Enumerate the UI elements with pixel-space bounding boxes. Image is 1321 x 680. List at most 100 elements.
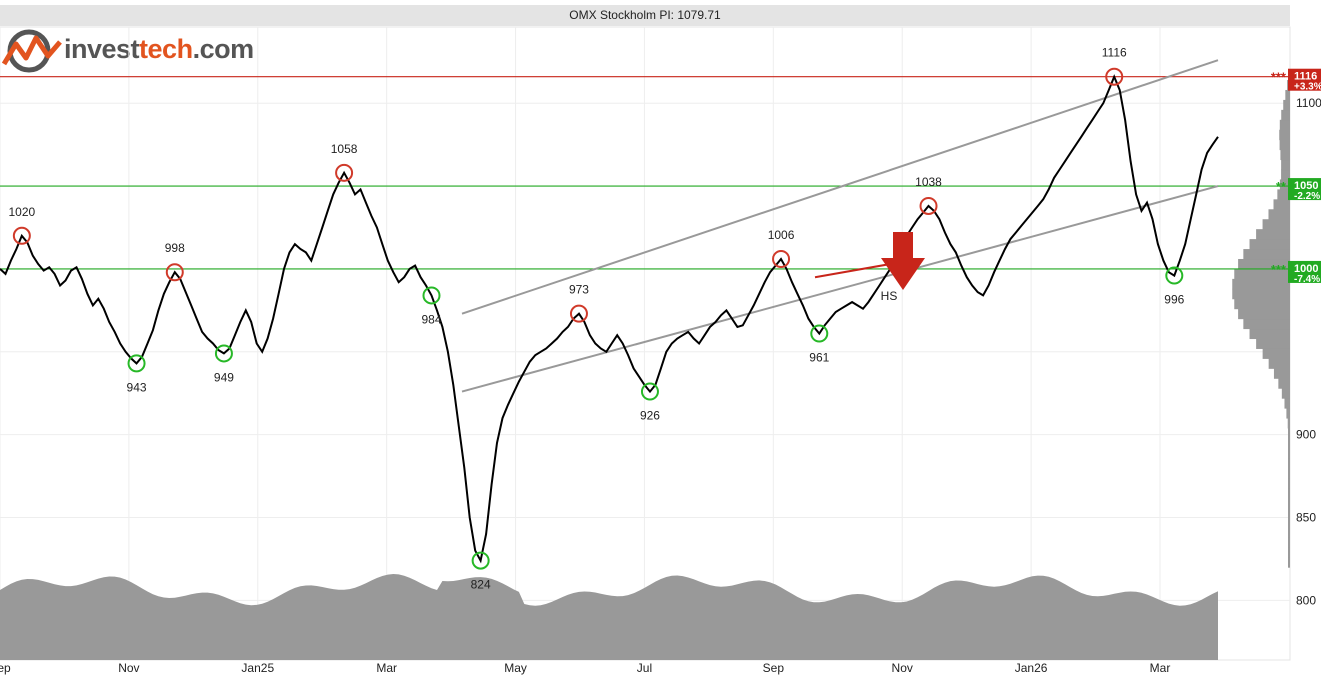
- channel-upper: [461, 59, 1219, 315]
- profile-bar: [1284, 398, 1290, 409]
- profile-bar: [1273, 199, 1290, 210]
- pivot-top-marker: [165, 263, 184, 282]
- profile-bar: [1249, 239, 1290, 250]
- level-stars: ***: [1271, 70, 1287, 85]
- level-value: 1050: [1294, 180, 1318, 192]
- pivot-label: 996: [1164, 293, 1184, 307]
- profile-bar: [1256, 229, 1290, 240]
- axes: 1100 900 850 800 Sep Nov Jan25 Mar May Jul Sep Nov J…: [0, 96, 1321, 675]
- pivot-label: 1038: [915, 175, 942, 189]
- profile-bar: [1288, 477, 1290, 489]
- pivot-top-marker: [772, 249, 791, 268]
- profile-bar: [1288, 467, 1290, 479]
- level-badge: [1288, 178, 1321, 201]
- profile-bar: [1281, 109, 1290, 121]
- profile-bar: [1280, 149, 1290, 161]
- y-tick-label: 800: [1296, 593, 1316, 607]
- level-stars: ***: [1271, 262, 1287, 277]
- profile-bar: [1232, 288, 1290, 300]
- profile-bar: [1238, 308, 1290, 320]
- profile-bar: [1281, 159, 1290, 171]
- pivot-top-marker: [919, 196, 938, 215]
- level-pct: -7.4%: [1294, 274, 1320, 285]
- trend-channel: [461, 59, 1219, 393]
- investtech-logo: investtech.com: [1, 28, 272, 74]
- x-tick-label: Mar: [1150, 661, 1171, 675]
- pivot-top-marker: [12, 226, 31, 245]
- profile-bar: [1243, 318, 1290, 330]
- profile-bar: [1249, 328, 1290, 340]
- volume-area: [0, 574, 1218, 660]
- support-resistance-lines: *** 1116+3.3% ** 1050-2.2% *** 1000-7.4%: [0, 68, 1321, 285]
- pivot-label: 824: [471, 578, 491, 592]
- x-tick-label: Nov: [892, 661, 913, 675]
- profile-bar: [1279, 119, 1290, 131]
- profile-bar: [1288, 527, 1290, 538]
- profile-bar: [1268, 209, 1290, 220]
- profile-bar: [1232, 278, 1290, 290]
- chart-title: OMX Stockholm PI: 1079.71: [0, 5, 1290, 26]
- profile-bar: [1262, 348, 1290, 359]
- level-pct: -2.2%: [1294, 191, 1320, 202]
- profile-bar: [1288, 537, 1290, 548]
- profile-bar: [1283, 99, 1290, 111]
- level-value: 1000: [1294, 263, 1318, 275]
- volume-shape: [0, 574, 1218, 660]
- profile-bar: [1288, 497, 1290, 509]
- profile-bar: [1288, 457, 1290, 469]
- pivot-top-marker: [1105, 67, 1124, 86]
- pivot-label: 1006: [768, 228, 795, 242]
- x-tick-label: Nov: [118, 661, 139, 675]
- profile-bar: [1281, 388, 1290, 399]
- profile-bar: [1288, 437, 1290, 449]
- profile-bar: [1288, 447, 1290, 459]
- price-path: [0, 74, 1219, 564]
- plot-frame: [0, 26, 1291, 661]
- pivot-label: 949: [214, 370, 234, 384]
- logo-icon: [1, 29, 62, 73]
- grid: [0, 26, 1291, 661]
- profile-bar: [1278, 378, 1290, 389]
- profile-bar: [1279, 139, 1290, 151]
- level-badge: [1288, 68, 1321, 91]
- pivot-bottom-marker: [640, 382, 659, 401]
- profile-bar: [1288, 557, 1290, 568]
- logo-text: investtech.com: [64, 34, 254, 64]
- pivot-bottom-marker: [214, 344, 233, 363]
- pivot-label: 973: [569, 283, 589, 297]
- pivot-label: 984: [421, 312, 441, 326]
- profile-bar: [1279, 129, 1290, 141]
- x-tick-label: Mar: [376, 661, 397, 675]
- x-tick-label: Jan25: [241, 661, 274, 675]
- level-stars: **: [1276, 179, 1287, 194]
- pivot-bottom-marker: [422, 286, 441, 305]
- pivot-label: 961: [809, 351, 829, 365]
- pivot-bottom-marker: [810, 324, 829, 343]
- pivot-label: 943: [127, 380, 147, 394]
- y-tick-label: 1100: [1296, 96, 1321, 110]
- pivot-label: 998: [165, 241, 185, 255]
- x-tick-label: Jul: [637, 661, 652, 675]
- profile-bar: [1256, 338, 1290, 349]
- price-line: [0, 74, 1219, 564]
- x-tick-label: Jan26: [1015, 661, 1048, 675]
- y-tick-label: 900: [1296, 428, 1316, 442]
- pivot-bottom-marker: [127, 354, 146, 373]
- profile-bar: [1288, 507, 1290, 518]
- hs-pattern: HS: [814, 232, 925, 303]
- pivot-label: 1116: [1102, 46, 1127, 60]
- x-tick-label: May: [504, 661, 527, 675]
- pivot-top-marker: [335, 163, 354, 182]
- pivot-label: 926: [640, 409, 660, 423]
- pivot-top-marker: [569, 304, 588, 323]
- profile-bar: [1268, 358, 1290, 369]
- level-pct: +3.3%: [1294, 82, 1321, 93]
- profile-bar: [1234, 268, 1290, 280]
- pattern-label: HS: [881, 289, 898, 303]
- pivot-label: 1020: [8, 205, 35, 219]
- profile-bar: [1262, 219, 1290, 230]
- profile-bar: [1288, 487, 1290, 499]
- pivot-bottom-marker: [471, 551, 490, 570]
- y-tick-label: 850: [1296, 510, 1316, 524]
